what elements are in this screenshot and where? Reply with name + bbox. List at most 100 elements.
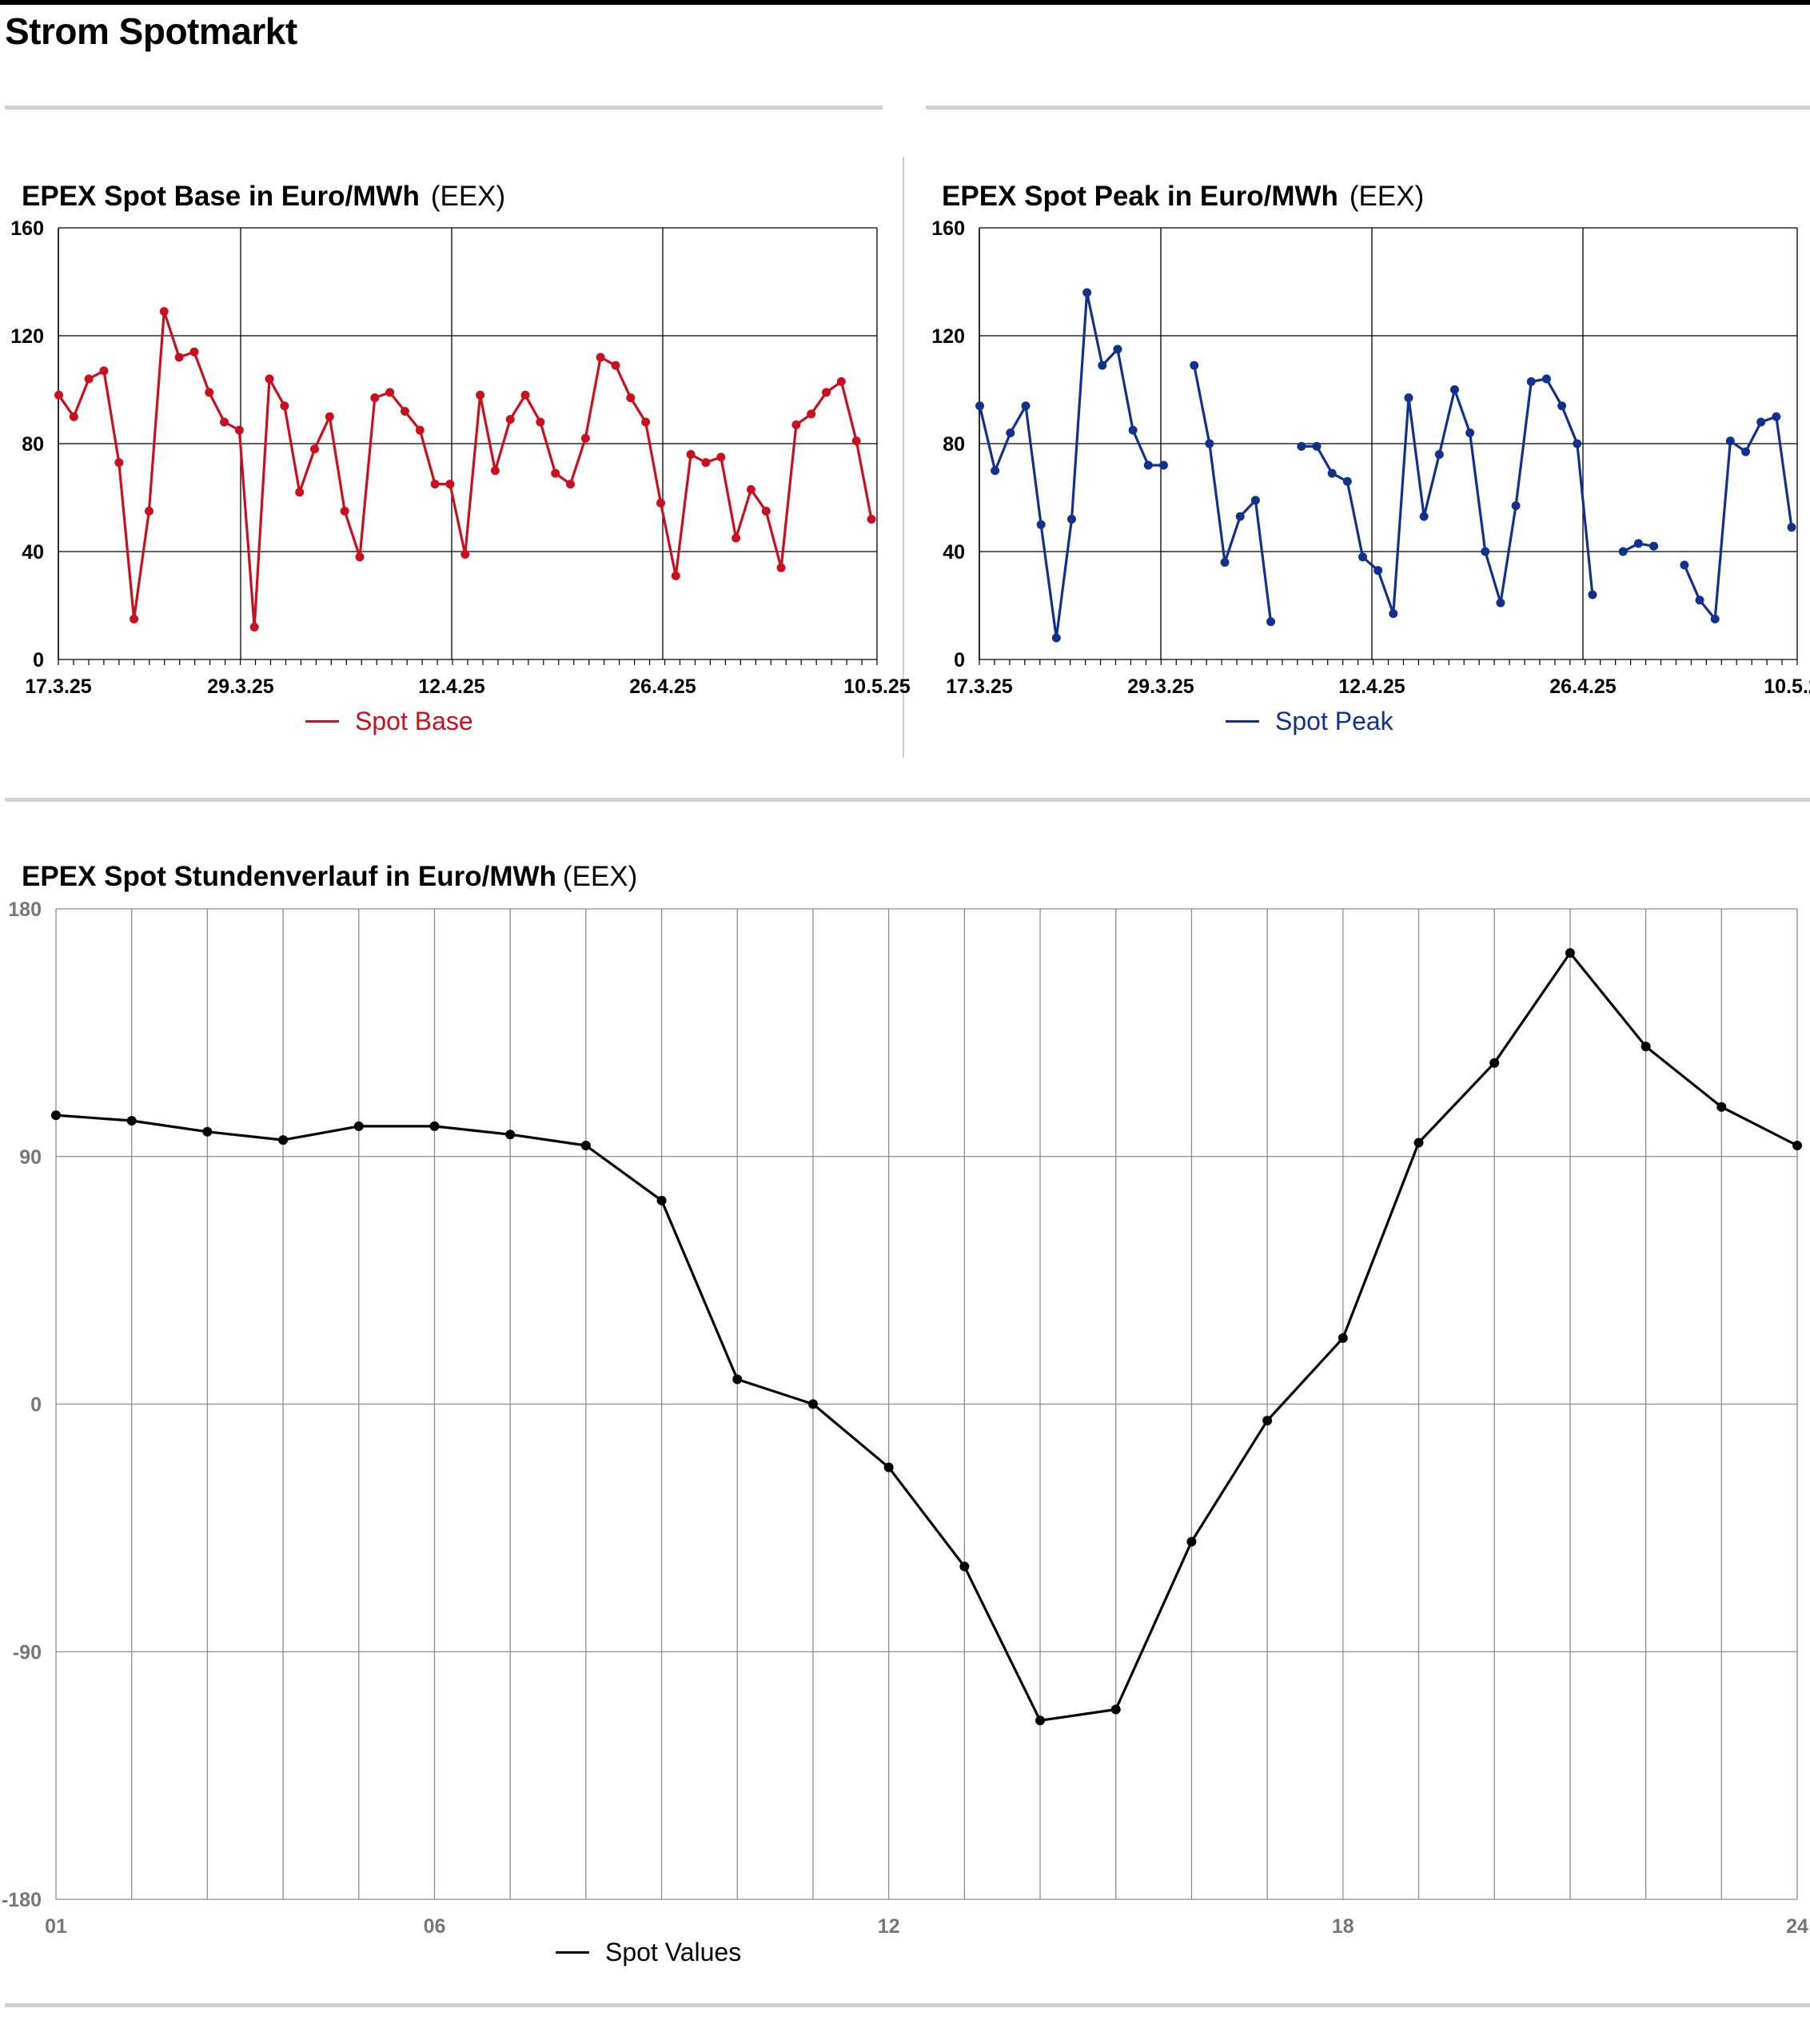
base-data-point [822,388,831,397]
hourly-data-point [1565,948,1575,958]
peak-xtick-label: 12.4.25 [1338,675,1405,698]
peak-data-point [1190,361,1199,370]
base-data-point [310,444,320,454]
peak-data-point [991,466,1000,476]
hourly-data-point [278,1135,289,1146]
peak-data-point [1021,401,1031,411]
base-ytick-label: 40 [22,541,44,564]
base-data-point [234,425,244,435]
base-data-point [596,353,605,362]
base-data-point [385,388,395,397]
base-data-point [476,390,485,400]
base-data-point [249,623,259,632]
peak-data-point [1465,428,1475,437]
base-chart-source: (EEX) [430,181,506,212]
base-data-point [505,415,515,424]
hourly-data-point [1792,1140,1802,1150]
base-data-point [776,563,786,572]
hourly-data-point [1413,1138,1424,1148]
hourly-data-point [807,1399,818,1409]
peak-data-point [1098,361,1107,370]
hourly-xtick-label: 06 [424,1915,446,1938]
base-data-point [189,347,199,357]
base-xtick-label: 17.3.25 [25,675,92,698]
base-data-point [867,515,876,524]
base-data-point [641,417,651,427]
hourly-data-point [1262,1416,1273,1426]
base-data-point [280,401,289,411]
peak-ytick-label: 0 [954,649,965,671]
base-data-point [54,390,63,400]
base-data-point [566,480,576,489]
hourly-legend[interactable]: Spot Values [556,1938,741,1967]
base-data-point [851,436,861,446]
base-legend[interactable]: Spot Base [305,707,473,736]
hourly-xtick-label: 24 [1786,1915,1808,1938]
base-data-point [400,407,409,416]
base-data-point [626,393,636,403]
hourly-ytick-label: 0 [30,1394,42,1416]
base-xtick-label: 12.4.25 [418,675,485,698]
peak-legend-label: Spot Peak [1275,707,1393,735]
base-data-point [716,452,726,462]
base-data-point [761,506,771,516]
base-data-point [656,498,665,508]
peak-data-point [1695,596,1704,605]
base-chart: 0 40 80 120 160 17.3.25 29.3.25 12.4.25 26.4.25 1… [10,217,911,698]
hourly-chart-title: EPEX Spot Stundenverlauf in Euro/MWh (EEX… [22,861,637,893]
peak-legend[interactable]: Spot Peak [1226,707,1393,736]
peak-xtick-label: 29.3.25 [1127,675,1194,698]
peak-data-point [1772,412,1781,421]
base-data-point [144,506,153,516]
peak-data-point [1787,523,1796,532]
peak-data-point [1496,598,1505,608]
peak-data-point [1358,552,1368,562]
base-data-point [265,374,274,384]
base-chart-title: EPEX Spot Base in Euro/MWh (EEX) [22,181,505,213]
base-data-point [174,353,184,362]
hourly-data-point [656,1195,667,1205]
separator-left [5,106,883,110]
peak-data-point [1312,441,1322,451]
peak-data-point [1741,447,1751,456]
peak-data-point [1220,558,1230,567]
base-legend-label: Spot Base [355,707,473,735]
base-data-point [732,533,741,543]
hourly-ytick-label: 180 [8,898,42,921]
hourly-data-point [202,1126,213,1137]
peak-data-point [1680,560,1689,570]
base-xtick-label: 29.3.25 [207,675,274,698]
peak-data-point [1449,385,1459,394]
peak-data-point [1051,633,1061,643]
base-data-point [611,361,620,370]
hourly-legend-swatch [556,1951,589,1954]
base-data-point [445,480,455,489]
base-ytick-label: 160 [10,217,44,240]
vertical-separator [903,157,904,758]
hourly-data-point [1338,1333,1348,1343]
hourly-data-point [505,1130,516,1140]
hourly-data-point [1489,1058,1500,1068]
base-data-point [325,412,334,421]
base-data-point [114,458,124,468]
page-title: Strom Spotmarkt [5,10,297,52]
peak-data-point [1066,515,1076,524]
hourly-xtick-label: 01 [45,1915,67,1938]
peak-data-point [1434,450,1444,459]
hourly-legend-label: Spot Values [605,1938,742,1966]
peak-ytick-label: 120 [931,325,965,348]
base-data-point [159,307,169,317]
peak-chart-title-text: EPEX Spot Peak in Euro/MWh [942,181,1338,212]
hourly-data-point [429,1121,440,1131]
peak-data-point [1266,617,1276,627]
base-ytick-label: 80 [22,433,44,456]
base-data-point [807,409,816,419]
base-data-point [220,417,229,427]
peak-data-point [1205,439,1214,448]
hourly-data-point [1110,1704,1121,1715]
peak-data-point [1618,547,1628,556]
separator-right [926,106,1810,110]
peak-data-point [1725,436,1735,446]
base-data-point [701,458,711,468]
base-data-point [355,552,365,562]
